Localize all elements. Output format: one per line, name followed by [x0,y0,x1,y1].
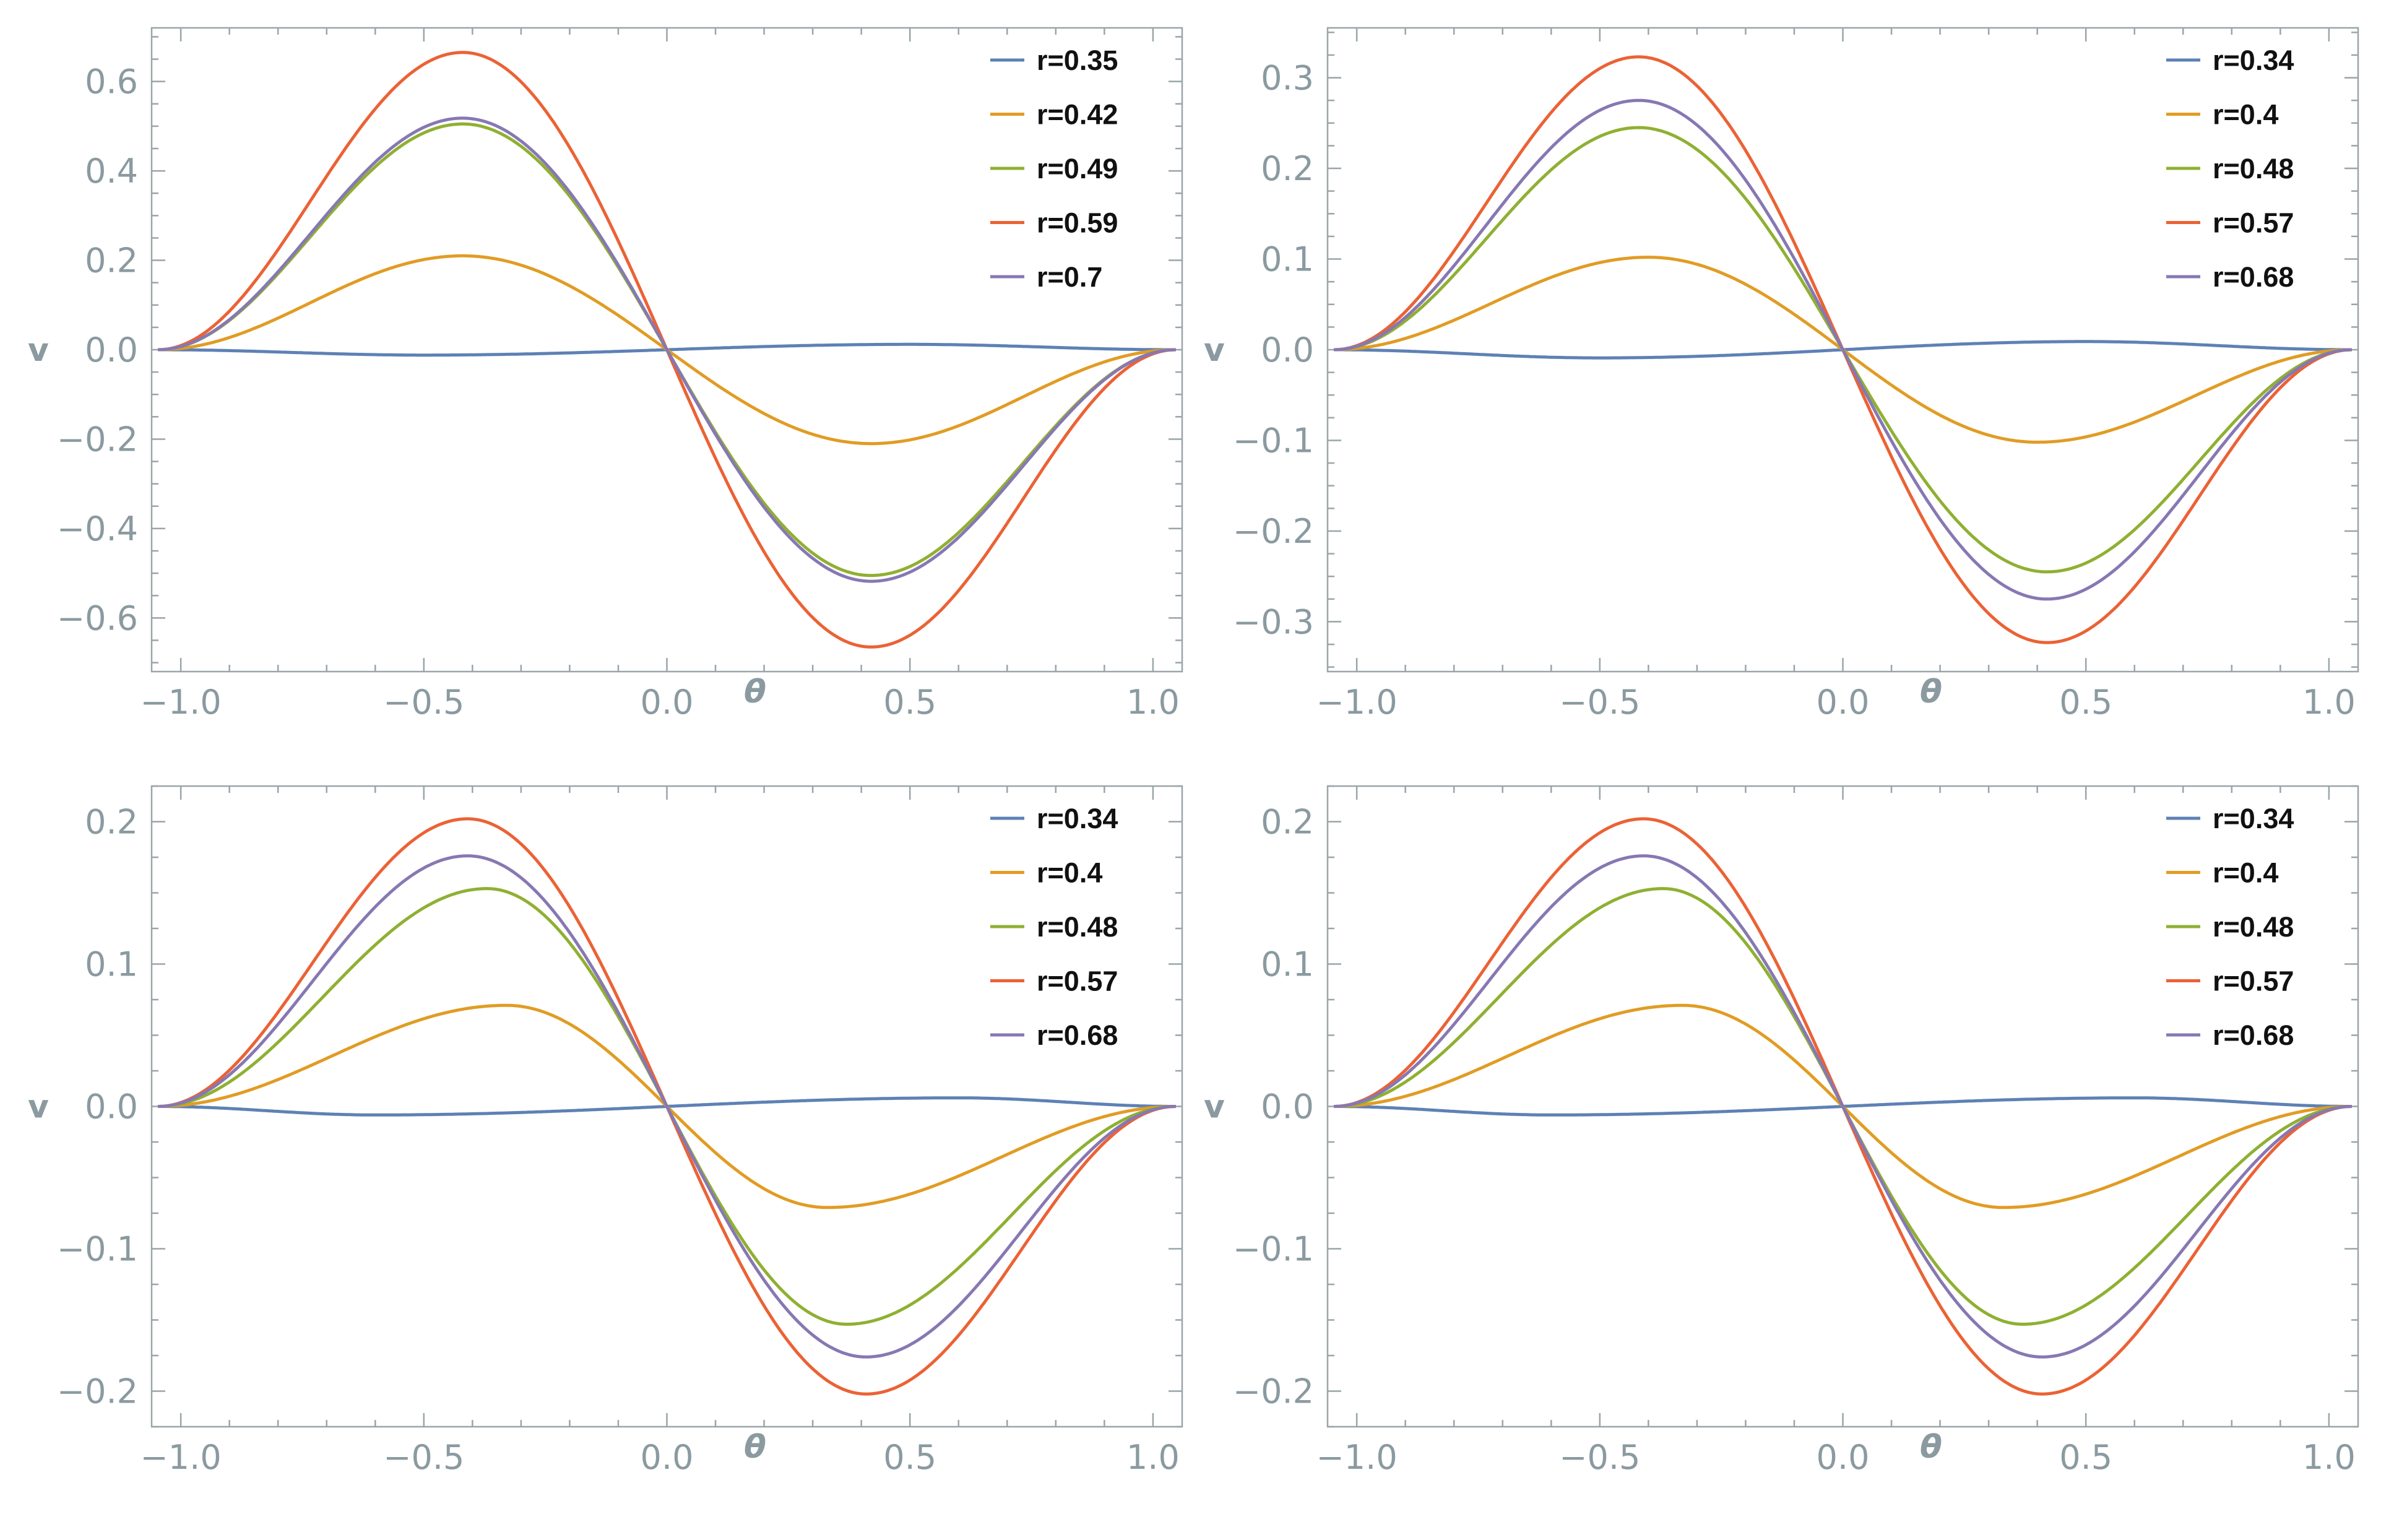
panel-bottom-right: −1.0 −0.5 0.0 0.5 1.0 −0.2 −0.1 0.0 0.1 0.2 θ v r=0.… [1204,785,2359,1477]
x-tick-label: 0.5 [883,683,936,722]
x-tick-label: −0.5 [383,1438,464,1477]
y-tick-label: −0.2 [1233,1372,1314,1411]
y-tick-label: 0.4 [85,152,138,191]
x-tick-label: 0.0 [641,683,694,722]
y-tick-label: 0.2 [85,803,138,842]
x-tick-label: 0.5 [2059,1438,2112,1477]
x-axis-label: θ [744,1429,766,1466]
panel-bottom-left: −1.0 −0.5 0.0 0.5 1.0 −0.2 −0.1 0.0 0.1 0.2 θ v r=0.… [28,785,1183,1477]
legend-label: r=0.59 [1037,207,1118,239]
x-tick-label: −1.0 [140,683,222,722]
x-tick-label: 0.0 [1817,1438,1870,1477]
x-tick-label: 0.5 [883,1438,936,1477]
legend-label: r=0.48 [1037,911,1118,943]
y-tick-label: −0.2 [57,1372,138,1411]
x-tick-label: −1.0 [1316,683,1398,722]
legend-label: r=0.4 [2213,99,2278,131]
y-tick-label: −0.3 [1233,602,1314,641]
y-tick-label: 0.0 [1261,331,1314,370]
y-tick-label: −0.1 [1233,421,1314,460]
x-tick-label: −1.0 [1316,1438,1398,1477]
y-axis-label: v [1204,1089,1225,1126]
y-tick-label: 0.1 [1261,240,1314,279]
x-tick-label: 0.0 [1817,683,1870,722]
panel-top-right: −1.0 −0.5 0.0 0.5 1.0 −0.3 −0.2 −0.1 0.0 0.1 0.2 0.… [1204,27,2359,722]
x-axis-label: θ [1920,1429,1942,1466]
legend-label: r=0.57 [2213,207,2294,239]
y-tick-label: −0.4 [57,509,138,548]
y-tick-label: −0.6 [57,599,138,638]
y-tick-label: 0.1 [85,945,138,984]
x-tick-label: −1.0 [140,1438,222,1477]
legend-label: r=0.42 [1037,99,1118,131]
legend-label: r=0.48 [2213,911,2294,943]
legend-label: r=0.57 [1037,966,1118,997]
legend-label: r=0.4 [1037,857,1102,889]
x-tick-label: 0.0 [641,1438,694,1477]
series-line-r=0.68 [158,854,1176,1359]
y-tick-label: 0.2 [1261,149,1314,188]
legend-label: r=0.48 [2213,153,2294,184]
y-axis-label: v [28,1089,49,1126]
legend-label: r=0.34 [2213,45,2294,76]
legend-label: r=0.35 [1037,45,1118,76]
y-tick-label: −0.1 [1233,1230,1314,1269]
x-tick-label: 1.0 [1126,683,1180,722]
x-tick-label: 1.0 [2302,1438,2356,1477]
x-axis-label: θ [744,673,766,711]
y-tick-label: −0.1 [57,1230,138,1269]
x-tick-label: −0.5 [1559,683,1640,722]
panel-top-left: −1.0 −0.5 0.0 0.5 1.0 −0.6 −0.4 −0.2 0.0 0.2 0.4 0.… [28,27,1183,722]
x-axis-label: θ [1920,673,1942,711]
x-tick-label: 1.0 [1126,1438,1180,1477]
series-line-r=0.68 [1334,854,2352,1359]
legend-label: r=0.68 [2213,261,2294,293]
x-tick-label: 1.0 [2302,683,2356,722]
x-tick-label: −0.5 [383,683,464,722]
y-tick-label: 0.3 [1261,59,1314,98]
y-tick-label: 0.2 [1261,803,1314,842]
x-tick-label: 0.5 [2059,683,2112,722]
y-tick-label: 0.0 [1261,1088,1314,1127]
y-axis-label: v [1204,332,1225,369]
series-line-r=0.7 [158,116,1176,583]
y-tick-label: 0.0 [85,1088,138,1127]
y-axis-label: v [28,332,49,369]
legend-label: r=0.57 [2213,966,2294,997]
legend-label: r=0.49 [1037,153,1118,184]
y-tick-label: −0.2 [57,420,138,459]
legend-label: r=0.68 [2213,1019,2294,1051]
legend-label: r=0.34 [2213,803,2294,834]
legend-label: r=0.34 [1037,803,1118,834]
y-tick-label: 0.2 [85,241,138,280]
y-tick-label: 0.1 [1261,945,1314,984]
legend-label: r=0.4 [2213,857,2278,889]
x-tick-label: −0.5 [1559,1438,1640,1477]
series-line-r=0.68 [1334,98,2352,601]
y-tick-label: −0.2 [1233,512,1314,551]
y-tick-label: 0.6 [85,63,138,102]
y-tick-label: 0.0 [85,331,138,370]
legend-label: r=0.7 [1037,261,1102,293]
legend-label: r=0.68 [1037,1019,1118,1051]
